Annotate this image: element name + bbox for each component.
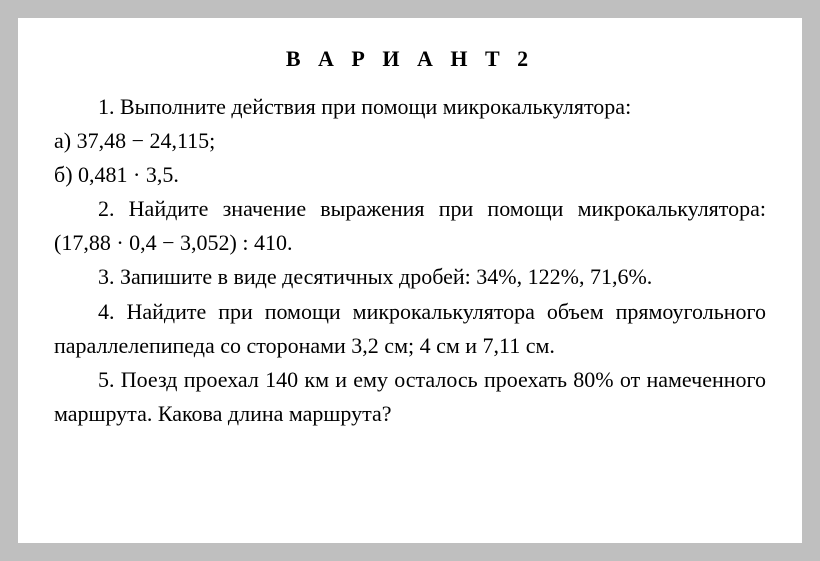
problem-1b: б) 0,481 · 3,5. (54, 158, 766, 192)
problem-2: 2. Найдите значение выражения при помощи… (54, 192, 766, 260)
problem-3: 3. Запишите в виде десятичных дробей: 34… (54, 260, 766, 294)
problem-1a: а) 37,48 − 24,115; (54, 124, 766, 158)
problem-5: 5. Поезд проехал 140 км и ему осталось п… (54, 363, 766, 431)
variant-title: В А Р И А Н Т 2 (54, 46, 766, 72)
problem-4: 4. Найдите при помощи микрокалькулятора … (54, 295, 766, 363)
worksheet-body: 1. Выполните действия при помощи микрока… (54, 90, 766, 431)
problem-1-intro: 1. Выполните действия при помощи микрока… (54, 90, 766, 124)
worksheet-page: В А Р И А Н Т 2 1. Выполните действия пр… (18, 18, 802, 543)
